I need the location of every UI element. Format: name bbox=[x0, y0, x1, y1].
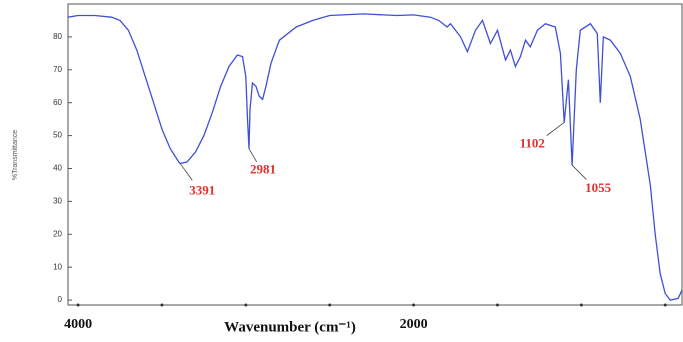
annotation-label: 1102 bbox=[520, 135, 545, 150]
annotation-leader bbox=[546, 122, 565, 136]
x-minor-tick bbox=[663, 303, 667, 307]
annotation-leader bbox=[179, 163, 193, 181]
annotation-label: 3391 bbox=[189, 183, 215, 198]
y-tick-label: 80 bbox=[53, 32, 62, 41]
y-tick-label: 10 bbox=[53, 262, 62, 271]
y-tick-label: 70 bbox=[53, 65, 62, 74]
y-tick-label: 40 bbox=[53, 164, 62, 173]
annotation-leader bbox=[571, 164, 587, 180]
x-minor-tick bbox=[244, 303, 248, 307]
x-minor-tick bbox=[579, 303, 583, 307]
x-tick-label: 4000 bbox=[64, 317, 92, 332]
annotation-leader bbox=[248, 148, 258, 163]
x-tick bbox=[76, 303, 80, 307]
y-tick-label: 0 bbox=[58, 295, 63, 304]
y-tick-label: 50 bbox=[53, 131, 62, 140]
x-minor-tick bbox=[160, 303, 164, 307]
x-axis-label: Wavenumber (cm⁻¹) bbox=[224, 319, 356, 335]
annotation-label: 2981 bbox=[250, 162, 276, 177]
spectrum-line bbox=[67, 13, 683, 301]
y-axis-label: %Transmittance bbox=[12, 130, 19, 180]
x-tick bbox=[412, 303, 416, 307]
x-minor-tick bbox=[495, 303, 499, 307]
annotation-label: 1055 bbox=[585, 180, 612, 195]
plot-frame bbox=[67, 3, 683, 306]
y-tick-label: 60 bbox=[53, 98, 62, 107]
y-tick-label: 20 bbox=[53, 229, 62, 238]
x-minor-tick bbox=[328, 303, 332, 307]
x-tick-label: 2000 bbox=[400, 317, 428, 332]
y-tick-label: 30 bbox=[53, 196, 62, 205]
